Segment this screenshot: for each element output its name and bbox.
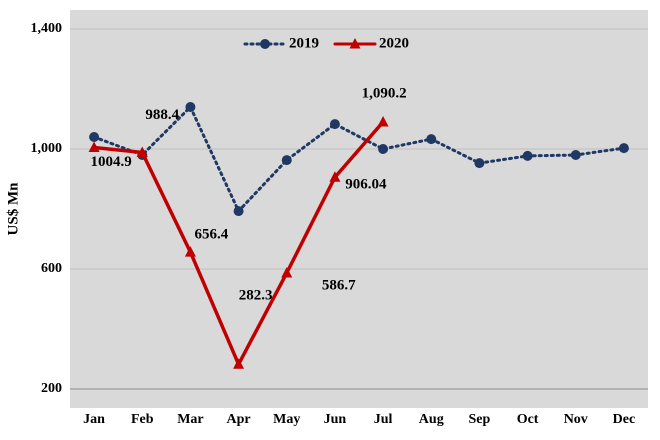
- legend-marker: [349, 38, 361, 49]
- x-tick-label: Jun: [324, 412, 347, 427]
- data-label: 1004.9: [90, 154, 131, 170]
- legend-label: 2019: [289, 35, 319, 51]
- y-axis-title: US$ Mn: [5, 182, 21, 236]
- data-label: 586.7: [322, 277, 356, 293]
- data-point: [88, 141, 100, 153]
- legend-marker: [260, 39, 270, 49]
- x-tick-label: Dec: [613, 412, 636, 427]
- x-tick-label: Apr: [227, 412, 251, 427]
- data-label: 282.3: [239, 288, 273, 304]
- data-point: [618, 143, 629, 154]
- data-label: 656.4: [195, 227, 229, 243]
- data-label: 906.04: [345, 177, 387, 193]
- x-tick-label: Feb: [131, 412, 154, 427]
- data-point: [184, 246, 196, 257]
- x-tick-label: Mar: [177, 412, 203, 427]
- legend-label: 2020: [379, 35, 409, 51]
- y-tick-label: 1,000: [31, 141, 63, 156]
- data-label: 988.4: [145, 107, 179, 123]
- data-point: [522, 150, 533, 161]
- data-point: [426, 134, 437, 145]
- x-tick-label: Aug: [419, 412, 444, 427]
- data-point: [570, 150, 581, 160]
- x-tick-label: Jan: [83, 412, 105, 427]
- y-tick-label: 200: [41, 381, 62, 396]
- data-point: [89, 132, 100, 142]
- data-point: [136, 146, 148, 157]
- x-tick-label: May: [273, 412, 300, 427]
- data-point: [329, 171, 341, 182]
- data-point: [474, 158, 485, 169]
- x-tick-label: Jul: [374, 412, 393, 427]
- data-point: [281, 155, 292, 166]
- y-tick-label: 600: [41, 261, 62, 276]
- plot-background: [70, 10, 648, 408]
- data-point: [378, 144, 389, 154]
- data-point: [281, 266, 293, 278]
- data-point: [377, 115, 389, 127]
- x-tick-label: Nov: [564, 412, 588, 427]
- data-label: 1,090.2: [362, 85, 407, 101]
- x-tick-label: Oct: [517, 412, 539, 427]
- data-point: [233, 206, 244, 217]
- series-line: [92, 104, 626, 214]
- y-tick-label: 1,400: [31, 21, 63, 36]
- x-tick-label: Sep: [469, 412, 491, 427]
- data-point: [329, 119, 340, 130]
- data-point: [185, 102, 196, 112]
- data-point: [233, 358, 245, 369]
